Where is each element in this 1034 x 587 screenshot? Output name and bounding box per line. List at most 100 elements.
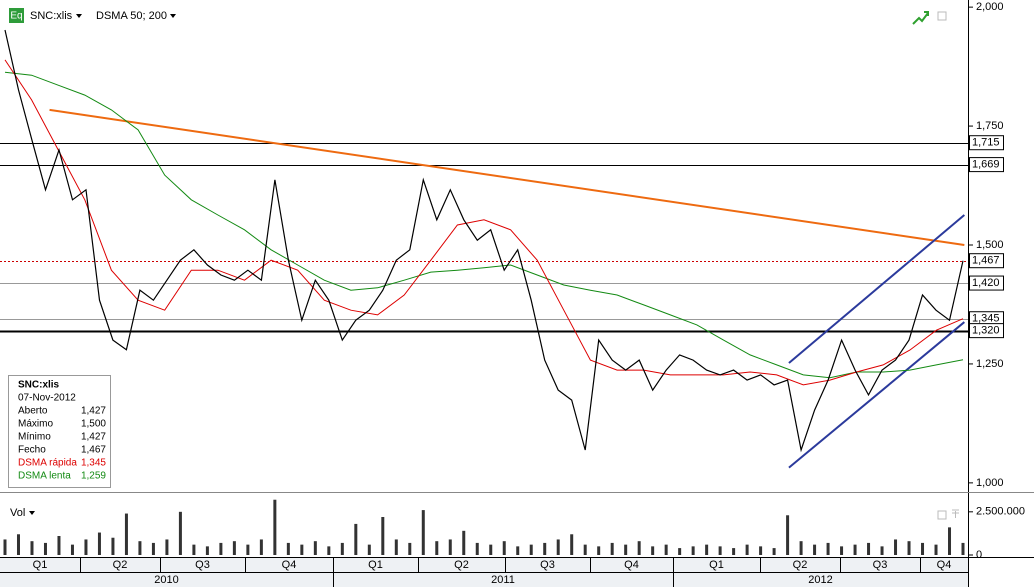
dropdown-arrow[interactable] [76,14,82,18]
level-label: 1,420 [972,277,1000,289]
info-value: 1,500 [81,419,106,430]
volume-bar [151,542,155,555]
price-plot [0,29,968,469]
volume-bar [111,537,115,555]
quarter-label: Q4 [937,559,952,571]
volume-bar [529,544,533,555]
trendline [788,321,965,469]
volume-bar [597,546,601,555]
info-value: 1,467 [81,445,106,456]
volume-bar [786,515,790,555]
level-label-box [969,135,1004,151]
volume-bar [259,539,263,555]
volume-bar [691,546,695,555]
volume-bar [907,541,911,555]
volume-bar [759,546,763,555]
volume-bar [475,542,479,555]
volume-bar [3,539,7,555]
volume-bar [799,541,803,555]
quarter-label: Q1 [33,559,48,571]
trendline [49,108,965,246]
info-value: 1,427 [81,432,106,443]
info-label: DSMA rápida [18,458,77,469]
quarter-label: Q2 [454,559,469,571]
panel-title: Vol [10,507,25,519]
info-date: 07-Nov-2012 [18,393,76,404]
series-line [4,71,964,379]
volume-bar [367,544,371,555]
y-tick-label: 1,500 [976,239,1004,251]
eq-icon[interactable] [9,8,24,23]
volume-bar [435,541,439,555]
volume-bar [408,542,412,555]
volume-bar [165,539,169,555]
maximize-icon[interactable] [937,11,947,21]
level-label: 1,320 [972,325,1000,337]
level-label-box [969,275,1004,291]
volume-bar [934,544,938,555]
quarter-label: Q1 [368,559,383,571]
dropdown-arrow[interactable] [170,14,176,18]
volume-bar [489,544,493,555]
level-label-box [969,323,1004,339]
volume-bar [772,548,776,555]
info-title: SNC:xlis [18,380,60,391]
volume-bar [745,544,749,555]
volume-bar [30,541,34,555]
volume-bar [57,536,61,555]
volume-bar [705,544,709,555]
volume-bar [138,541,142,555]
volume-bar [246,544,250,555]
volume-bar [840,546,844,555]
volume-bar [961,542,965,555]
indicator-selector[interactable]: DSMA 50; 200 [96,10,167,22]
dropdown-arrow[interactable] [29,511,35,515]
volume-bar [192,544,196,555]
volume-bar [354,523,358,555]
panel-icon[interactable] [952,509,959,518]
volume-bar [853,544,857,555]
y-tick-label: 1,000 [976,477,1004,489]
quarter-label: Q2 [113,559,128,571]
quarter-label: Q3 [873,559,888,571]
info-panel [8,375,111,488]
quarter-label: Q3 [540,559,555,571]
volume-bar [502,541,506,555]
trend-icon[interactable] [912,11,929,25]
volume-bar [583,544,587,555]
volume-bar [313,541,317,555]
volume-bar [273,499,277,555]
y-tick-label: 2.500.000 [976,506,1025,518]
volume-bar [664,544,668,555]
volume-plot [3,499,965,555]
volume-bar [16,534,20,555]
volume-bar [678,548,682,555]
volume-bar [178,511,182,555]
maximize-icon[interactable] [937,510,947,520]
info-value: 1,345 [81,458,106,469]
volume-bar [637,541,641,555]
volume-bar [462,530,466,555]
volume-bar [300,544,304,555]
eq-icon-label: Eq [10,11,22,22]
info-rows: Aberto 1,427 Máximo 1,500 Mínimo 1,427 Fecho 1,… [18,406,106,482]
quarter-label: Q4 [624,559,639,571]
series-line [4,59,964,386]
volume-bar [448,539,452,555]
volume-bar [340,542,344,555]
info-label: Aberto [18,406,48,417]
volume-bar [124,513,128,555]
series-line [4,29,964,453]
volume-bar [556,539,560,555]
y-tick-label: 0 [976,549,982,561]
level-label: 1,345 [972,313,1000,325]
volume-bar [232,541,236,555]
level-label-box [969,253,1004,269]
year-label: 2011 [491,574,515,586]
symbol-selector[interactable]: SNC:xlis [30,10,73,22]
info-value: 1,259 [81,471,106,482]
info-value: 1,427 [81,406,106,417]
volume-bar [219,542,223,555]
info-label: Mínimo [18,432,51,443]
